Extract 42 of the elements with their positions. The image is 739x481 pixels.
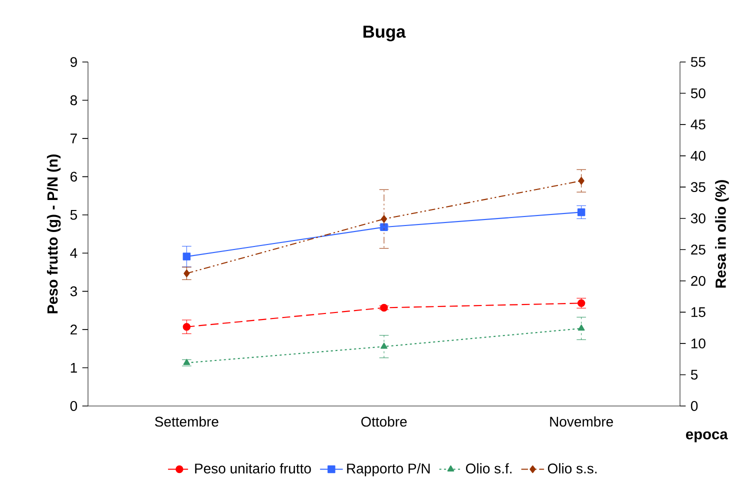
legend-label: Olio s.s. [548,463,597,474]
legend-label: Peso unitario frutto [195,463,311,474]
y-axis-title: Peso frutto (g) - P/N (n) [46,154,61,314]
x-axis-title: epoca [686,431,728,442]
y2-tick-label: 10 [691,338,706,348]
legend-label: Olio s.f. [466,463,512,474]
y2-tick-label: 45 [690,120,706,130]
y2-tick-label: 35 [690,182,706,192]
chart-title: Buga [363,26,406,42]
point [578,324,585,331]
y-tick-label: 3 [70,286,77,296]
point [380,304,388,312]
y-tick-label: 1 [70,362,77,373]
y2-tick-label: 25 [691,244,706,255]
y-tick-label: 7 [70,134,77,144]
y2-tick-label: 50 [690,88,706,98]
y2-tick-label: 55 [690,57,706,67]
y-tick-label: 2 [70,324,77,334]
point [184,270,190,278]
point [182,323,191,331]
point [380,342,388,349]
point [182,252,191,260]
point [578,176,584,185]
x-tick-label: Novembre [550,416,613,427]
legend-label: Rapporto P/N [347,463,430,476]
y-tick-label: 9 [70,57,77,67]
y2-tick-label: 30 [690,213,706,224]
y2-tick-label: 15 [691,307,706,318]
y-tick-label: 6 [70,172,77,182]
y-tick-label: 8 [70,95,77,106]
y-tick-label: 5 [70,210,78,220]
y-tick-label: 0 [70,401,78,411]
x-tick-label: Ottobre [361,416,407,427]
y2-tick-label: 20 [691,276,706,286]
point [577,208,586,216]
y-tick-label: 4 [70,248,78,258]
y2-tick-label: 0 [690,401,698,411]
y2-axis-title: Resa in olio (%) [715,180,729,288]
y2-tick-label: 5 [690,370,698,380]
y2-tick-label: 40 [690,150,706,161]
x-tick-label: Settembre [155,416,218,427]
point [380,215,388,223]
